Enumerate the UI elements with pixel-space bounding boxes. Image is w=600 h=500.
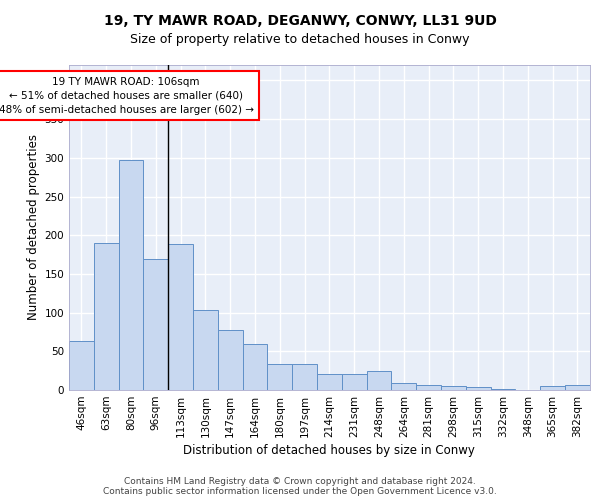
Bar [143,259,168,390]
Bar [416,386,441,390]
Bar [168,244,193,390]
Text: Contains HM Land Registry data © Crown copyright and database right 2024.
Contai: Contains HM Land Registry data © Crown c… [103,476,497,496]
Bar [292,364,317,390]
Bar [268,364,292,390]
Bar [540,386,565,390]
X-axis label: Distribution of detached houses by size in Conwy: Distribution of detached houses by size … [184,444,475,457]
Bar [193,310,218,390]
Bar [441,386,466,390]
Bar [367,370,391,390]
Bar [69,341,94,390]
Bar [218,330,242,390]
Text: 19 TY MAWR ROAD: 106sqm
← 51% of detached houses are smaller (640)
48% of semi-d: 19 TY MAWR ROAD: 106sqm ← 51% of detache… [0,76,254,114]
Bar [242,344,268,390]
Text: 19, TY MAWR ROAD, DEGANWY, CONWY, LL31 9UD: 19, TY MAWR ROAD, DEGANWY, CONWY, LL31 9… [104,14,496,28]
Bar [119,160,143,390]
Text: Size of property relative to detached houses in Conwy: Size of property relative to detached ho… [130,32,470,46]
Bar [94,243,119,390]
Bar [317,374,342,390]
Bar [466,387,491,390]
Bar [565,384,590,390]
Bar [342,374,367,390]
Bar [491,389,515,390]
Bar [391,383,416,390]
Y-axis label: Number of detached properties: Number of detached properties [27,134,40,320]
